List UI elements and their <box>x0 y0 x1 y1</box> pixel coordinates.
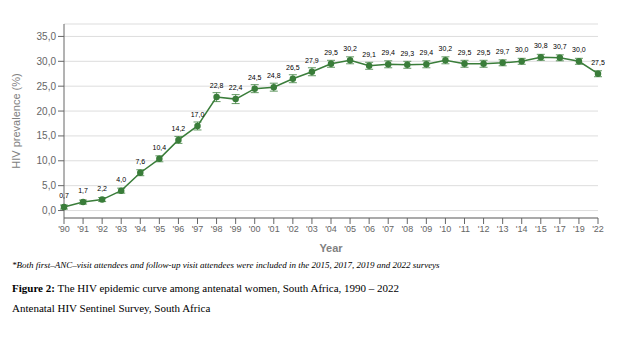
svg-text:35,0: 35,0 <box>37 31 57 42</box>
svg-text:'99: '99 <box>230 224 242 234</box>
svg-text:'02: '02 <box>287 224 299 234</box>
svg-text:20,0: 20,0 <box>37 106 57 117</box>
svg-text:26,5: 26,5 <box>286 64 300 71</box>
svg-text:17,0: 17,0 <box>191 111 205 118</box>
svg-text:'97: '97 <box>192 224 204 234</box>
svg-text:1,7: 1,7 <box>78 187 88 194</box>
svg-text:25,0: 25,0 <box>37 81 57 92</box>
svg-text:'90: '90 <box>58 224 70 234</box>
svg-text:29,7: 29,7 <box>496 48 510 55</box>
svg-text:4,0: 4,0 <box>116 176 126 183</box>
svg-text:30,2: 30,2 <box>439 45 453 52</box>
svg-text:'08: '08 <box>401 224 413 234</box>
svg-text:'00: '00 <box>249 224 261 234</box>
svg-text:'19: '19 <box>573 224 585 234</box>
svg-text:'06: '06 <box>363 224 375 234</box>
svg-text:'91: '91 <box>77 224 89 234</box>
svg-text:'07: '07 <box>382 224 394 234</box>
svg-text:7,6: 7,6 <box>135 158 145 165</box>
svg-text:30,0: 30,0 <box>515 46 529 53</box>
svg-text:0,0: 0,0 <box>42 205 56 216</box>
svg-text:'13: '13 <box>497 224 509 234</box>
svg-text:24,8: 24,8 <box>267 72 281 79</box>
svg-text:0,7: 0,7 <box>59 192 69 199</box>
svg-text:'17: '17 <box>554 224 566 234</box>
svg-text:'93: '93 <box>115 224 127 234</box>
svg-text:29,4: 29,4 <box>381 49 395 56</box>
svg-text:'01: '01 <box>268 224 280 234</box>
svg-text:27,5: 27,5 <box>591 59 605 66</box>
svg-text:14,2: 14,2 <box>172 125 186 132</box>
svg-text:15,0: 15,0 <box>37 130 57 141</box>
svg-text:29,5: 29,5 <box>458 49 472 56</box>
svg-text:22,8: 22,8 <box>210 82 224 89</box>
html-text:Figure 2: The HIV epidemic cur: Figure 2: The HIV epidemic curve among a… <box>12 282 400 294</box>
svg-text:30,7: 30,7 <box>553 43 567 50</box>
svg-text:29,3: 29,3 <box>400 50 414 57</box>
svg-text:30,0: 30,0 <box>37 56 57 67</box>
svg-text:29,5: 29,5 <box>477 49 491 56</box>
svg-text:'05: '05 <box>344 224 356 234</box>
svg-text:'22: '22 <box>592 224 604 234</box>
svg-text:'09: '09 <box>420 224 432 234</box>
svg-text:5,0: 5,0 <box>42 180 56 191</box>
svg-text:'96: '96 <box>173 224 185 234</box>
svg-text:10,4: 10,4 <box>153 144 167 151</box>
svg-text:29,4: 29,4 <box>420 49 434 56</box>
svg-text:'14: '14 <box>516 224 528 234</box>
html-text:Antenatal HIV Sentinel Survey,: Antenatal HIV Sentinel Survey, South Afr… <box>12 302 211 314</box>
svg-text:'15: '15 <box>535 224 547 234</box>
svg-text:'11: '11 <box>459 224 470 234</box>
svg-text:HIV prevalence (%): HIV prevalence (%) <box>10 73 22 168</box>
svg-text:2,2: 2,2 <box>97 185 107 192</box>
svg-text:22,4: 22,4 <box>229 84 243 91</box>
svg-text:29,1: 29,1 <box>362 51 376 58</box>
svg-text:27,9: 27,9 <box>305 57 319 64</box>
svg-text:'95: '95 <box>153 224 165 234</box>
svg-text:'04: '04 <box>325 224 337 234</box>
svg-text:30,8: 30,8 <box>534 42 548 49</box>
svg-text:'10: '10 <box>440 224 452 234</box>
svg-text:'98: '98 <box>211 224 223 234</box>
svg-text:24,5: 24,5 <box>248 74 262 81</box>
svg-text:10,0: 10,0 <box>37 155 57 166</box>
svg-text:29,5: 29,5 <box>324 49 338 56</box>
svg-text:'03: '03 <box>306 224 318 234</box>
svg-text:'92: '92 <box>96 224 108 234</box>
svg-text:Year: Year <box>319 242 343 254</box>
svg-text:30,2: 30,2 <box>343 45 357 52</box>
svg-text:'94: '94 <box>134 224 146 234</box>
html-text:*Both first–ANC–visit attendee: *Both first–ANC–visit attendees and foll… <box>12 260 440 270</box>
svg-text:30,0: 30,0 <box>572 46 586 53</box>
svg-text:'12: '12 <box>478 224 490 234</box>
